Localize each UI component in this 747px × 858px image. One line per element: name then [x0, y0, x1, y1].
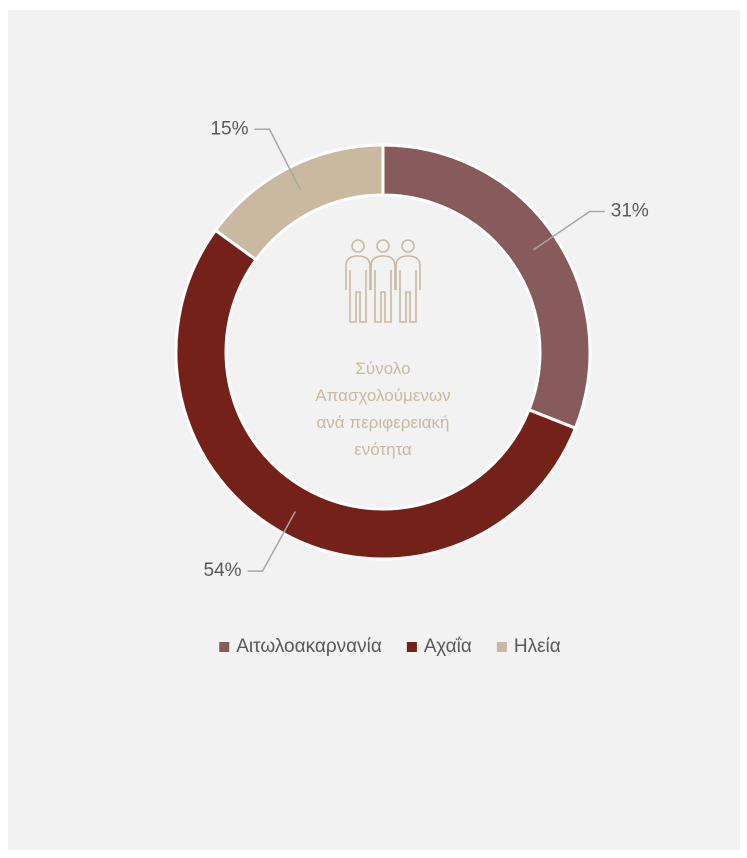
- leader-line: [247, 511, 296, 572]
- legend-label: Ηλεία: [514, 636, 561, 657]
- people-icon: [345, 239, 421, 323]
- data-label: 15%: [210, 118, 248, 139]
- legend-swatch: [496, 642, 507, 652]
- legend-swatch: [406, 642, 417, 652]
- legend-label: Αχαΐα: [424, 636, 472, 657]
- donut-slice: [213, 143, 385, 262]
- data-label: 54%: [204, 560, 242, 581]
- center-label: Σύνολο Απασχολούμενων ανά περιφερειακή ε…: [315, 359, 451, 459]
- leader-line: [533, 210, 605, 251]
- data-label: 31%: [611, 200, 649, 221]
- legend-swatch: [219, 642, 230, 652]
- donut-slice: [174, 228, 578, 561]
- leader-line: [254, 128, 302, 191]
- legend-label: Αιτωλοακαρνανία: [236, 636, 382, 657]
